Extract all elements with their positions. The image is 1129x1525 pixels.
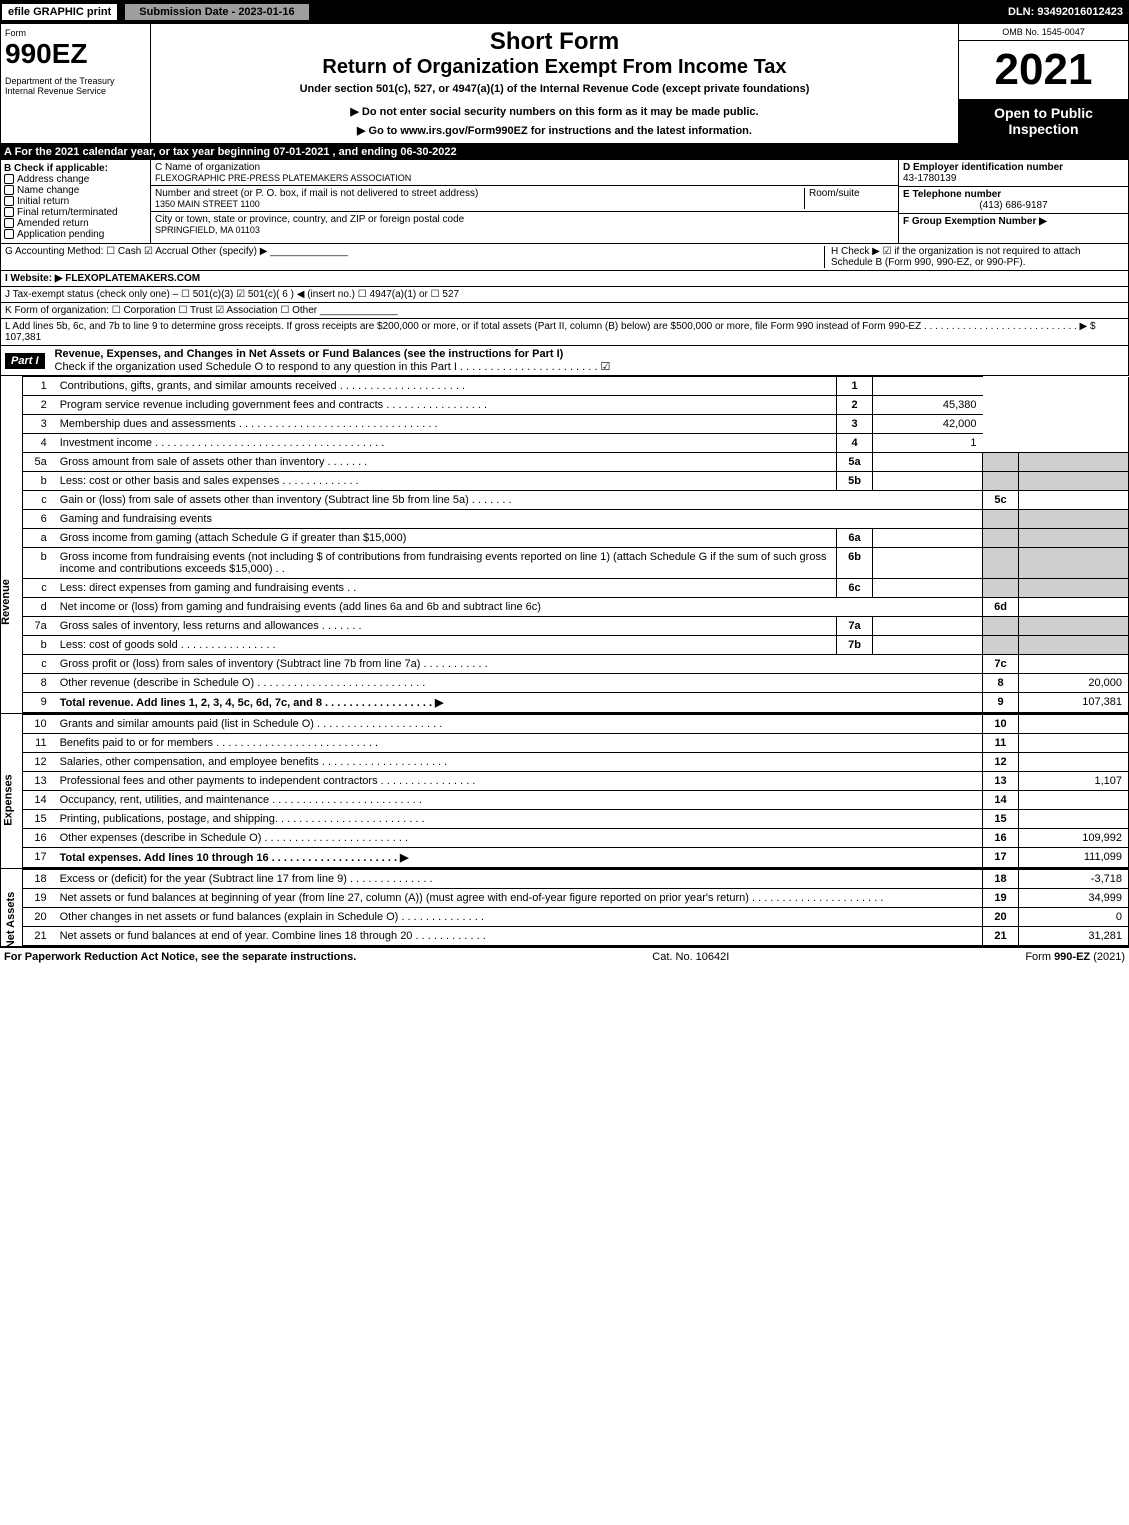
efile-label[interactable]: efile GRAPHIC print xyxy=(0,2,119,22)
revenue-label: Revenue xyxy=(0,579,12,625)
part1-header: Part I Revenue, Expenses, and Changes in… xyxy=(0,346,1129,376)
line-6d: dNet income or (loss) from gaming and fu… xyxy=(23,598,1129,617)
line-9: 9Total revenue. Add lines 1, 2, 3, 4, 5c… xyxy=(23,693,1129,713)
org-city: SPRINGFIELD, MA 01103 xyxy=(155,225,894,235)
goto-link[interactable]: ▶ Go to www.irs.gov/Form990EZ for instru… xyxy=(155,124,954,137)
header-right: OMB No. 1545-0047 2021 Open to Public In… xyxy=(958,24,1128,143)
form-number: 990EZ xyxy=(5,38,146,70)
b-opt-name[interactable]: Name change xyxy=(4,185,147,196)
line-11: 11Benefits paid to or for members . . . … xyxy=(23,734,1129,753)
l-gross-receipts: L Add lines 5b, 6c, and 7b to line 9 to … xyxy=(0,319,1129,346)
top-bar: efile GRAPHIC print Submission Date - 20… xyxy=(0,0,1129,24)
line-7b: bLess: cost of goods sold . . . . . . . … xyxy=(23,636,1129,655)
col-c-org-info: C Name of organization FLEXOGRAPHIC PRE-… xyxy=(151,160,898,243)
line-6c: cLess: direct expenses from gaming and f… xyxy=(23,579,1129,598)
i-website[interactable]: I Website: ▶ FLEXOPLATEMAKERS.COM xyxy=(0,271,1129,287)
c-city-label: City or town, state or province, country… xyxy=(155,214,894,225)
header-left: Form 990EZ Department of the Treasury In… xyxy=(1,24,151,143)
d-ein-label: D Employer identification number xyxy=(903,162,1124,173)
line-19: 19Net assets or fund balances at beginni… xyxy=(23,889,1129,908)
expenses-label: Expenses xyxy=(3,774,15,825)
form-word: Form xyxy=(5,28,146,38)
j-tax-exempt: J Tax-exempt status (check only one) – ☐… xyxy=(0,287,1129,303)
row-gh: G Accounting Method: ☐ Cash ☑ Accrual Ot… xyxy=(0,244,1129,271)
open-to-public: Open to Public Inspection xyxy=(959,99,1128,143)
line-16: 16Other expenses (describe in Schedule O… xyxy=(23,829,1129,848)
org-name: FLEXOGRAPHIC PRE-PRESS PLATEMAKERS ASSOC… xyxy=(155,173,894,183)
line-12: 12Salaries, other compensation, and empl… xyxy=(23,753,1129,772)
title-short-form: Short Form xyxy=(155,28,954,56)
row-a-tax-year: A For the 2021 calendar year, or tax yea… xyxy=(0,144,1129,160)
page-footer: For Paperwork Reduction Act Notice, see … xyxy=(0,947,1129,966)
section-bcdef: B Check if applicable: Address change Na… xyxy=(0,160,1129,244)
e-phone-label: E Telephone number xyxy=(903,189,1124,200)
line-14: 14Occupancy, rent, utilities, and mainte… xyxy=(23,791,1129,810)
part1-check: Check if the organization used Schedule … xyxy=(55,361,611,373)
line-18: 18Excess or (deficit) for the year (Subt… xyxy=(23,870,1129,889)
header-mid: Short Form Return of Organization Exempt… xyxy=(151,24,958,143)
line-5a: 5aGross amount from sale of assets other… xyxy=(23,453,1129,472)
b-opt-initial[interactable]: Initial return xyxy=(4,196,147,207)
expenses-section: Expenses 10Grants and similar amounts pa… xyxy=(0,714,1129,869)
col-def: D Employer identification number 43-1780… xyxy=(898,160,1128,243)
footer-left: For Paperwork Reduction Act Notice, see … xyxy=(4,951,356,963)
line-3: 3Membership dues and assessments . . . .… xyxy=(23,415,1129,434)
line-10: 10Grants and similar amounts paid (list … xyxy=(23,715,1129,734)
h-schedule-b: H Check ▶ ☑ if the organization is not r… xyxy=(824,246,1124,268)
line-5c: cGain or (loss) from sale of assets othe… xyxy=(23,491,1129,510)
footer-cat-no: Cat. No. 10642I xyxy=(652,951,729,963)
e-phone: (413) 686-9187 xyxy=(903,200,1124,211)
line-13: 13Professional fees and other payments t… xyxy=(23,772,1129,791)
line-20: 20Other changes in net assets or fund ba… xyxy=(23,908,1129,927)
c-street-label: Number and street (or P. O. box, if mail… xyxy=(155,188,804,199)
c-name-label: C Name of organization xyxy=(155,162,894,173)
org-street: 1350 MAIN STREET 1100 xyxy=(155,199,804,209)
line-6a: aGross income from gaming (attach Schedu… xyxy=(23,529,1129,548)
line-17: 17Total expenses. Add lines 10 through 1… xyxy=(23,848,1129,868)
line-7a: 7aGross sales of inventory, less returns… xyxy=(23,617,1129,636)
b-label: B Check if applicable: xyxy=(4,163,147,174)
net-assets-section: Net Assets 18Excess or (deficit) for the… xyxy=(0,869,1129,947)
irs-label: Internal Revenue Service xyxy=(5,86,146,96)
line-21: 21Net assets or fund balances at end of … xyxy=(23,927,1129,946)
room-suite-label: Room/suite xyxy=(804,188,894,209)
omb-number: OMB No. 1545-0047 xyxy=(959,24,1128,41)
title-return: Return of Organization Exempt From Incom… xyxy=(155,56,954,79)
col-b-checkboxes: B Check if applicable: Address change Na… xyxy=(1,160,151,243)
line-8: 8Other revenue (describe in Schedule O) … xyxy=(23,674,1129,693)
b-opt-pending[interactable]: Application pending xyxy=(4,229,147,240)
b-opt-final[interactable]: Final return/terminated xyxy=(4,207,147,218)
dept-label: Department of the Treasury xyxy=(5,76,146,86)
f-group-exempt: F Group Exemption Number ▶ xyxy=(903,216,1124,227)
form-header: Form 990EZ Department of the Treasury In… xyxy=(0,24,1129,144)
part1-title: Revenue, Expenses, and Changes in Net As… xyxy=(55,348,564,360)
line-4: 4Investment income . . . . . . . . . . .… xyxy=(23,434,1129,453)
g-accounting-method: G Accounting Method: ☐ Cash ☑ Accrual Ot… xyxy=(5,246,824,268)
b-opt-address[interactable]: Address change xyxy=(4,174,147,185)
revenue-section: Revenue 1Contributions, gifts, grants, a… xyxy=(0,376,1129,714)
line-15: 15Printing, publications, postage, and s… xyxy=(23,810,1129,829)
b-opt-amended[interactable]: Amended return xyxy=(4,218,147,229)
net-assets-label: Net Assets xyxy=(5,892,17,948)
part1-label: Part I xyxy=(5,353,45,369)
tax-year: 2021 xyxy=(959,41,1128,99)
line-7c: cGross profit or (loss) from sales of in… xyxy=(23,655,1129,674)
d-ein: 43-1780139 xyxy=(903,173,1124,184)
line-6: 6Gaming and fundraising events xyxy=(23,510,1129,529)
line-1: 1Contributions, gifts, grants, and simil… xyxy=(23,377,1129,396)
dln-label: DLN: 93492016012423 xyxy=(1008,6,1129,18)
line-6b: bGross income from fundraising events (n… xyxy=(23,548,1129,579)
line-2: 2Program service revenue including gover… xyxy=(23,396,1129,415)
submission-date: Submission Date - 2023-01-16 xyxy=(123,2,310,22)
ssn-warning: ▶ Do not enter social security numbers o… xyxy=(155,105,954,118)
line-5b: bLess: cost or other basis and sales exp… xyxy=(23,472,1129,491)
k-form-of-org: K Form of organization: ☐ Corporation ☐ … xyxy=(0,303,1129,319)
subtitle: Under section 501(c), 527, or 4947(a)(1)… xyxy=(155,83,954,95)
footer-form-ref: Form 990-EZ (2021) xyxy=(1025,951,1125,963)
